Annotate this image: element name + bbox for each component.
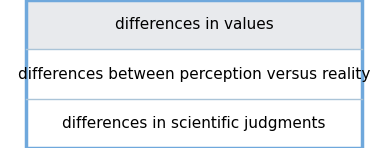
Text: differences between perception versus reality: differences between perception versus re… (18, 66, 370, 82)
Bar (26, 0, 362, 49)
Text: differences in scientific judgments: differences in scientific judgments (62, 116, 326, 131)
Bar (26, 99, 362, 148)
Text: differences in values: differences in values (114, 17, 274, 32)
Bar (26, 49, 362, 99)
